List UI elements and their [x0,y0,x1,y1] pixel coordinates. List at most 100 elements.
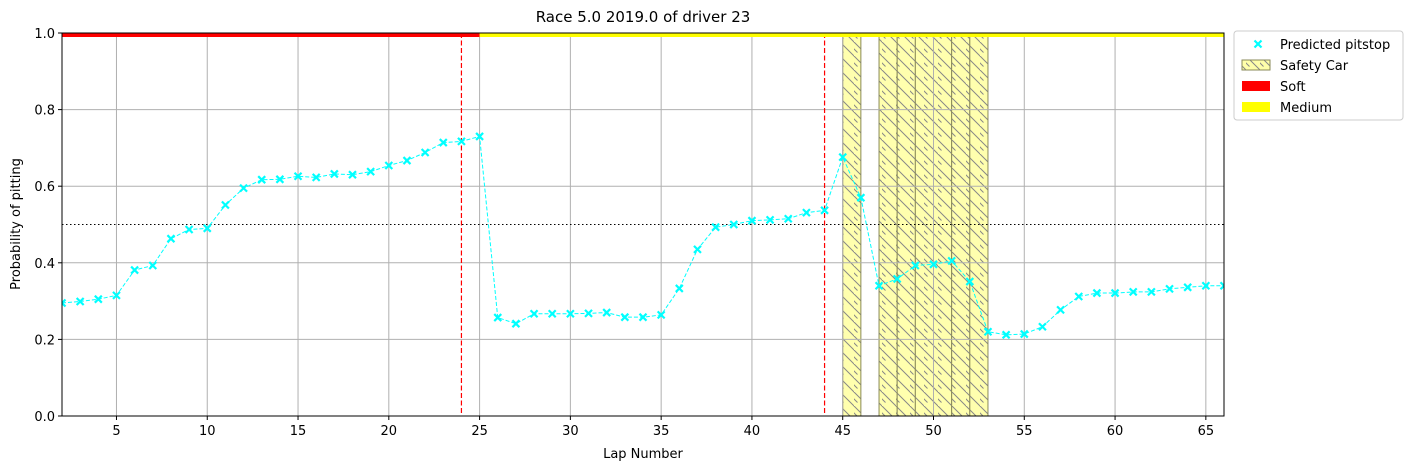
prediction-point [1056,305,1065,315]
prediction-point [856,193,866,202]
plot-frame [61,32,1225,417]
x-tick-label: 5 [112,424,120,439]
legend-marker-prediction [1253,39,1263,49]
legend: Predicted pitstop Safety Car Soft Medium [1233,30,1404,121]
prediction-point [1219,281,1224,291]
prediction-point [838,152,847,162]
legend-swatch-safety-car-hatch [1241,59,1271,71]
tyre-bar-medium [479,33,1224,37]
prediction-point [1110,288,1120,298]
prediction-point [1074,292,1084,301]
prediction-point [584,309,593,318]
x-tick-label: 55 [1016,424,1033,439]
y-tick-label: 0.2 [34,333,55,348]
prediction-point [874,281,884,291]
prediction-point [330,169,339,179]
legend-swatch-soft [1242,81,1270,91]
prediction-point [366,167,375,176]
prediction-point [747,216,757,225]
prediction-point [384,161,394,170]
prediction-point [348,170,357,179]
x-tick-label: 15 [290,424,307,439]
y-tick-label: 0.8 [34,104,55,119]
prediction-point [1201,281,1211,291]
prediction-point [711,222,720,232]
x-tick-label: 40 [744,424,761,439]
prediction-point [239,183,248,193]
prediction-point [184,225,194,234]
prediction-point [420,148,430,157]
x-axis-label: Lap Number [603,447,683,462]
prediction-point [221,200,230,210]
prediction-point [94,294,103,304]
prediction-point [693,245,702,254]
y-tick-label: 0.4 [34,257,55,272]
prediction-point [62,298,67,308]
x-tick-label: 50 [925,424,942,439]
prediction-point [765,215,775,225]
prediction-point [75,297,85,306]
prediction-point [675,284,684,293]
prediction-point [983,327,993,337]
prediction-point [1092,288,1102,298]
x-tick-label: 35 [653,424,670,439]
prediction-point [439,138,448,147]
prediction-point [1165,284,1174,294]
prediction-point [1147,287,1156,297]
prediction-point [457,137,466,146]
prediction-point [947,256,956,266]
legend-label-prediction: Predicted pitstop [1280,38,1390,53]
prediction-point [511,319,521,328]
prediction-point [929,260,938,269]
prediction-point [402,156,412,165]
prediction-point [820,206,829,215]
x-tick-label: 25 [471,424,488,439]
prediction-point [729,220,739,229]
legend-label-medium: Medium [1280,101,1332,116]
prediction-point [130,265,139,275]
prediction-point [166,234,176,243]
x-tick-label: 10 [199,424,216,439]
prediction-point [1183,283,1192,292]
prediction-point [1020,329,1029,339]
prediction-point [965,277,975,286]
tyre-bar-soft [62,33,480,37]
prediction-point [275,175,285,184]
legend-swatch-medium [1242,102,1270,112]
prediction-point [529,309,539,319]
x-tick-label: 20 [381,424,398,439]
prediction-point [148,261,158,270]
legend-label-safety-car: Safety Car [1280,59,1349,74]
x-tick-label: 65 [1198,424,1215,439]
prediction-point [620,312,630,322]
prediction-point [547,309,557,319]
prediction-point [1038,322,1047,332]
prediction-point [892,274,902,284]
prediction-point [112,291,121,300]
prediction-point [783,214,793,224]
prediction-point [202,224,212,233]
prediction-point [638,312,648,322]
prediction-point [602,308,611,317]
plot-area [62,33,1224,416]
prediction-line [62,135,1224,336]
x-tick-label: 30 [562,424,579,439]
prediction-point [493,313,503,322]
prediction-point [566,309,575,319]
prediction-point [802,208,811,217]
y-axis-label: Probability of pitting [9,158,24,290]
prediction-point [656,310,666,320]
prediction-point [293,171,303,181]
y-tick-label: 1.0 [34,27,55,42]
prediction-point [257,175,266,184]
x-tick-label: 45 [834,424,851,439]
prediction-point [475,132,484,141]
legend-box [1233,30,1404,121]
prediction-point [1001,330,1011,340]
prediction-point [311,173,321,182]
prediction-point [1128,287,1138,297]
x-tick-label: 60 [1107,424,1124,439]
chart-title: Race 5.0 2019.0 of driver 23 [536,8,751,26]
y-tick-label: 0.6 [34,180,55,195]
